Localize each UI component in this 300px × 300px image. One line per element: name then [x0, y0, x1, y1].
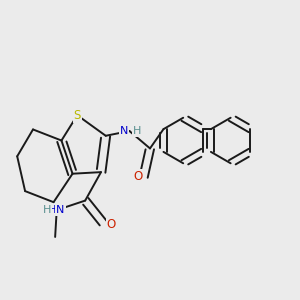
Text: H: H [133, 126, 141, 136]
Text: O: O [134, 170, 142, 183]
Text: N: N [120, 126, 128, 136]
Text: N: N [56, 205, 64, 215]
Text: S: S [74, 109, 81, 122]
Text: H: H [43, 205, 51, 215]
Text: O: O [106, 218, 116, 231]
Text: HN: HN [48, 205, 65, 215]
